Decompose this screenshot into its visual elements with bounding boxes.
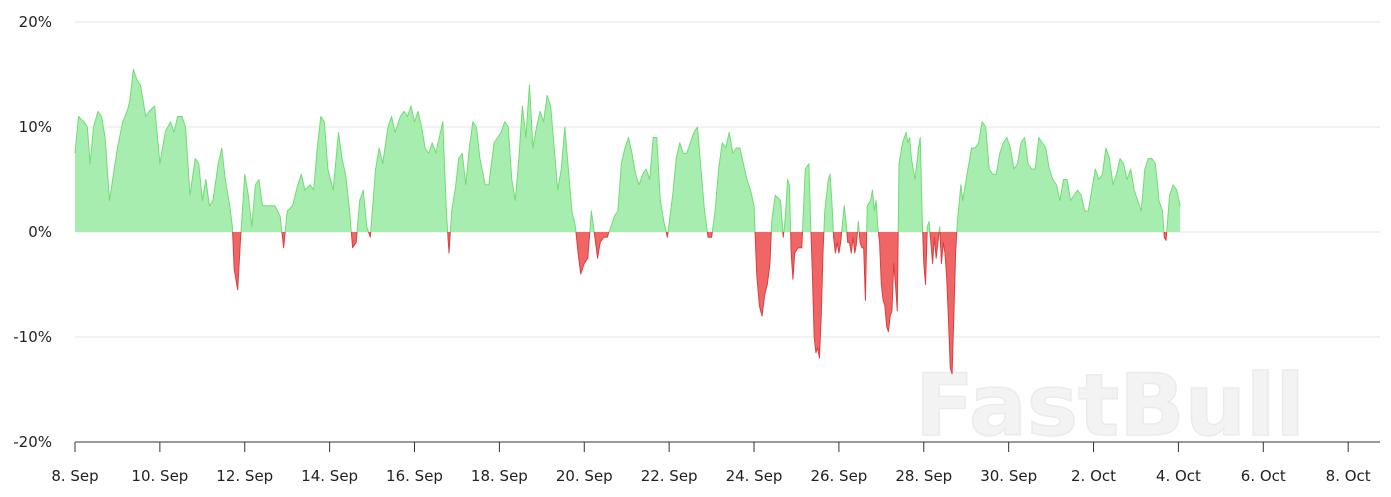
negative-line xyxy=(782,231,785,238)
x-tick-label: 8. Oct xyxy=(1326,467,1371,485)
y-tick-label: 10% xyxy=(19,118,52,136)
positive-line xyxy=(956,121,1165,233)
positive-line xyxy=(240,173,283,233)
negative-line xyxy=(858,231,868,301)
negative-line xyxy=(447,231,451,254)
positive-area xyxy=(75,69,233,232)
positive-area xyxy=(241,174,282,232)
negative-line xyxy=(810,231,825,359)
positive-area xyxy=(712,132,756,232)
x-tick-label: 8. Sep xyxy=(51,467,98,485)
positive-line xyxy=(801,163,812,233)
negative-line xyxy=(929,231,940,264)
positive-line xyxy=(841,205,848,233)
negative-line xyxy=(846,231,858,254)
positive-line xyxy=(926,221,931,233)
x-tick-label: 12. Sep xyxy=(216,467,273,485)
negative-area xyxy=(939,232,957,374)
negative-area xyxy=(594,232,610,259)
positive-area xyxy=(866,190,879,232)
positive-line xyxy=(284,116,352,233)
positive-line xyxy=(449,84,577,233)
y-tick-label: 20% xyxy=(19,13,52,31)
x-tick-label: 22. Sep xyxy=(641,467,698,485)
negative-line xyxy=(877,231,899,333)
x-tick-label: 28. Sep xyxy=(895,467,952,485)
negative-line xyxy=(922,231,928,285)
y-tick-label: 0% xyxy=(28,223,52,241)
positive-line xyxy=(74,68,234,233)
positive-line xyxy=(783,179,792,233)
positive-line xyxy=(866,189,879,233)
positive-line xyxy=(1166,184,1181,233)
negative-line xyxy=(939,231,958,375)
positive-line xyxy=(608,137,667,233)
positive-line xyxy=(897,131,924,233)
negative-area xyxy=(878,232,899,332)
x-tick-label: 24. Sep xyxy=(726,467,783,485)
watermark-logo: FastBull xyxy=(915,356,1305,456)
negative-area xyxy=(859,232,867,301)
positive-line xyxy=(823,173,834,233)
positive-line xyxy=(938,226,941,233)
y-tick-label: -10% xyxy=(13,328,52,346)
negative-line xyxy=(575,231,591,275)
positive-area xyxy=(898,132,923,232)
positive-line xyxy=(856,221,860,233)
x-tick-label: 2. Oct xyxy=(1071,467,1116,485)
x-tick-label: 10. Sep xyxy=(131,467,188,485)
x-tick-label: 14. Sep xyxy=(301,467,358,485)
x-axis: 8. Sep 10. Sep 12. Sep 14. Sep 16. Sep 18. Se… xyxy=(51,441,1380,485)
positive-line xyxy=(356,189,370,233)
x-tick-label: 20. Sep xyxy=(556,467,613,485)
x-tick-label: 26. Sep xyxy=(810,467,867,485)
negative-line xyxy=(832,231,843,254)
positive-line xyxy=(370,105,449,233)
negative-area xyxy=(707,232,713,238)
x-tick-label: 6. Oct xyxy=(1241,467,1286,485)
positive-area xyxy=(956,121,1164,232)
negative-area xyxy=(232,232,242,290)
positive-area xyxy=(285,116,352,232)
negative-line xyxy=(368,231,372,238)
x-tick-label: 16. Sep xyxy=(386,467,443,485)
x-tick-label: 30. Sep xyxy=(980,467,1037,485)
negative-line xyxy=(706,231,713,238)
negative-area xyxy=(922,232,928,285)
positive-area xyxy=(450,85,576,232)
y-tick-label: -20% xyxy=(13,433,52,451)
negative-line xyxy=(665,231,669,238)
negative-line xyxy=(350,231,358,249)
positive-line xyxy=(770,194,784,233)
positive-area xyxy=(1166,184,1181,232)
series-area xyxy=(74,68,1181,375)
x-tick-label: 4. Oct xyxy=(1156,467,1201,485)
positive-area xyxy=(802,163,811,232)
negative-line xyxy=(754,231,772,317)
x-tick-label: 18. Sep xyxy=(471,467,528,485)
positive-line xyxy=(711,131,756,233)
negative-line xyxy=(1163,231,1168,241)
negative-line xyxy=(232,231,242,291)
y-axis: 20% 10% 0% -10% -20% xyxy=(13,13,52,451)
negative-area xyxy=(755,232,772,316)
negative-line xyxy=(593,231,610,259)
negative-line xyxy=(790,231,803,280)
positive-line xyxy=(589,210,595,233)
positive-area xyxy=(609,137,667,232)
positive-area xyxy=(370,106,448,232)
negative-line xyxy=(281,231,286,249)
positive-line xyxy=(667,126,708,233)
positive-area xyxy=(841,205,847,232)
